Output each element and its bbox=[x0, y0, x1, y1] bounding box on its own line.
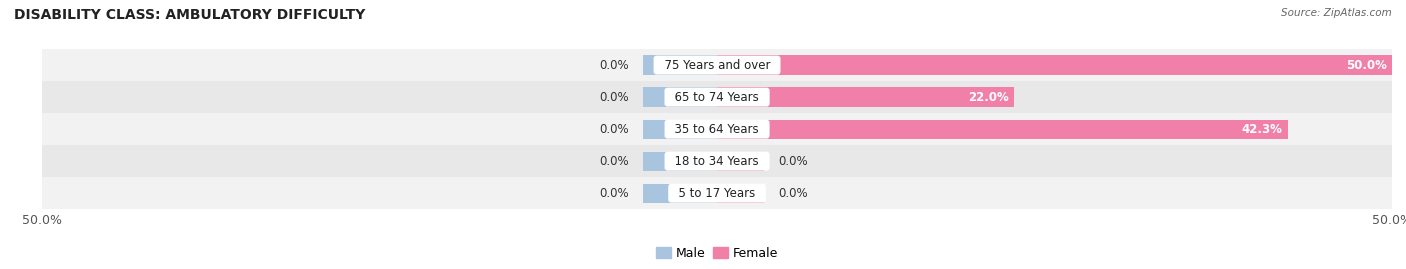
Text: 0.0%: 0.0% bbox=[600, 59, 630, 72]
Bar bbox=[643, 55, 717, 75]
Text: Source: ZipAtlas.com: Source: ZipAtlas.com bbox=[1281, 8, 1392, 18]
Bar bbox=[717, 183, 765, 203]
Legend: Male, Female: Male, Female bbox=[651, 242, 783, 265]
Text: 65 to 74 Years: 65 to 74 Years bbox=[668, 91, 766, 104]
Text: 0.0%: 0.0% bbox=[778, 155, 807, 168]
Text: 50.0%: 50.0% bbox=[1346, 59, 1386, 72]
Text: 0.0%: 0.0% bbox=[600, 123, 630, 136]
Bar bbox=[643, 183, 717, 203]
Bar bbox=[42, 81, 1392, 113]
Bar bbox=[42, 49, 1392, 81]
Text: 75 Years and over: 75 Years and over bbox=[657, 59, 778, 72]
Bar bbox=[717, 151, 765, 171]
Bar bbox=[643, 119, 717, 139]
Text: 18 to 34 Years: 18 to 34 Years bbox=[668, 155, 766, 168]
Text: 0.0%: 0.0% bbox=[778, 187, 807, 200]
Text: 0.0%: 0.0% bbox=[600, 187, 630, 200]
Bar bbox=[42, 145, 1392, 177]
Bar bbox=[42, 113, 1392, 145]
Text: 0.0%: 0.0% bbox=[600, 91, 630, 104]
Bar bbox=[643, 151, 717, 171]
Text: 22.0%: 22.0% bbox=[967, 91, 1008, 104]
Bar bbox=[717, 87, 1014, 107]
Text: 42.3%: 42.3% bbox=[1241, 123, 1282, 136]
Bar bbox=[717, 119, 1288, 139]
Bar bbox=[717, 55, 1392, 75]
Text: 35 to 64 Years: 35 to 64 Years bbox=[668, 123, 766, 136]
Text: 0.0%: 0.0% bbox=[600, 155, 630, 168]
Text: DISABILITY CLASS: AMBULATORY DIFFICULTY: DISABILITY CLASS: AMBULATORY DIFFICULTY bbox=[14, 8, 366, 22]
Bar bbox=[42, 177, 1392, 209]
Bar bbox=[643, 87, 717, 107]
Text: 5 to 17 Years: 5 to 17 Years bbox=[671, 187, 763, 200]
